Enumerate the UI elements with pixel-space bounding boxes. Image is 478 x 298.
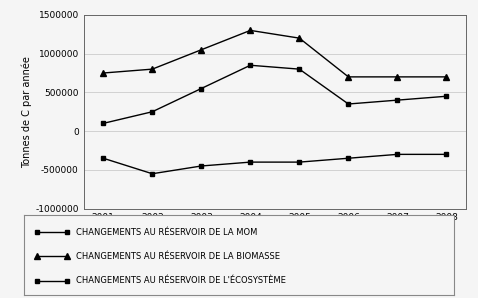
CHANGEMENTS AU RÉSERVOIR DE LA BIOMASSE xyxy=(150,67,155,71)
Line: CHANGEMENTS AU RÉSERVOIR DE LA MOM: CHANGEMENTS AU RÉSERVOIR DE LA MOM xyxy=(101,63,449,126)
CHANGEMENTS AU RÉSERVOIR DE L'ÉCOSYSTÈME xyxy=(248,160,253,164)
Line: CHANGEMENTS AU RÉSERVOIR DE LA BIOMASSE: CHANGEMENTS AU RÉSERVOIR DE LA BIOMASSE xyxy=(100,27,450,80)
CHANGEMENTS AU RÉSERVOIR DE LA MOM xyxy=(198,87,204,90)
CHANGEMENTS AU RÉSERVOIR DE L'ÉCOSYSTÈME xyxy=(346,156,351,160)
CHANGEMENTS AU RÉSERVOIR DE LA MOM xyxy=(100,122,106,125)
CHANGEMENTS AU RÉSERVOIR DE LA BIOMASSE xyxy=(394,75,400,79)
CHANGEMENTS AU RÉSERVOIR DE LA BIOMASSE xyxy=(296,36,302,40)
CHANGEMENTS AU RÉSERVOIR DE L'ÉCOSYSTÈME xyxy=(444,153,449,156)
CHANGEMENTS AU RÉSERVOIR DE L'ÉCOSYSTÈME xyxy=(198,164,204,168)
CHANGEMENTS AU RÉSERVOIR DE LA MOM xyxy=(296,67,302,71)
CHANGEMENTS AU RÉSERVOIR DE LA BIOMASSE xyxy=(100,71,106,75)
Text: CHANGEMENTS AU RÉSERVOIR DE LA BIOMASSE: CHANGEMENTS AU RÉSERVOIR DE LA BIOMASSE xyxy=(76,252,280,261)
Text: CHANGEMENTS AU RÉSERVOIR DE LA MOM: CHANGEMENTS AU RÉSERVOIR DE LA MOM xyxy=(76,228,257,237)
Line: CHANGEMENTS AU RÉSERVOIR DE L'ÉCOSYSTÈME: CHANGEMENTS AU RÉSERVOIR DE L'ÉCOSYSTÈME xyxy=(101,152,449,176)
CHANGEMENTS AU RÉSERVOIR DE LA BIOMASSE xyxy=(198,48,204,52)
CHANGEMENTS AU RÉSERVOIR DE LA MOM xyxy=(394,98,400,102)
CHANGEMENTS AU RÉSERVOIR DE LA BIOMASSE xyxy=(346,75,351,79)
CHANGEMENTS AU RÉSERVOIR DE L'ÉCOSYSTÈME xyxy=(296,160,302,164)
CHANGEMENTS AU RÉSERVOIR DE LA MOM xyxy=(150,110,155,114)
CHANGEMENTS AU RÉSERVOIR DE LA MOM xyxy=(346,102,351,106)
CHANGEMENTS AU RÉSERVOIR DE LA BIOMASSE xyxy=(444,75,449,79)
CHANGEMENTS AU RÉSERVOIR DE L'ÉCOSYSTÈME xyxy=(100,156,106,160)
Text: CHANGEMENTS AU RÉSERVOIR DE L'ÉCOSYSTÈME: CHANGEMENTS AU RÉSERVOIR DE L'ÉCOSYSTÈME xyxy=(76,276,285,285)
Y-axis label: Tonnes de C par année: Tonnes de C par année xyxy=(22,56,33,168)
CHANGEMENTS AU RÉSERVOIR DE L'ÉCOSYSTÈME xyxy=(150,172,155,176)
X-axis label: Années: Années xyxy=(254,225,295,235)
CHANGEMENTS AU RÉSERVOIR DE L'ÉCOSYSTÈME xyxy=(394,153,400,156)
CHANGEMENTS AU RÉSERVOIR DE LA MOM xyxy=(444,94,449,98)
CHANGEMENTS AU RÉSERVOIR DE LA BIOMASSE xyxy=(248,29,253,32)
CHANGEMENTS AU RÉSERVOIR DE LA MOM xyxy=(248,63,253,67)
